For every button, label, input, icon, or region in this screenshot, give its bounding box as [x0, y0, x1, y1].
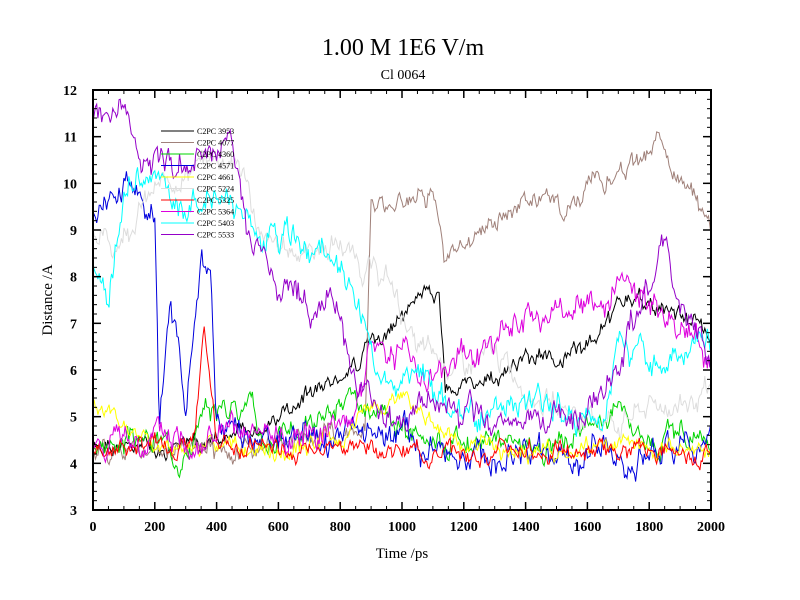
series-line [92, 98, 712, 436]
x-tick-label: 600 [268, 520, 289, 535]
series-line [92, 386, 712, 479]
x-tick-label: 1800 [635, 520, 663, 535]
legend: C2PC 3953 C2PC 4077 C2PC 4360 C2PC 4571 C2PC… [161, 127, 234, 240]
x-axis-label: Time /ps [376, 546, 429, 562]
series-line [92, 149, 711, 439]
y-tick-label: 7 [70, 317, 77, 332]
y-tick-label: 9 [70, 224, 77, 239]
y-tick-label: 10 [63, 177, 77, 192]
x-tick-label: 1600 [573, 520, 601, 535]
y-tick-label: 6 [70, 364, 77, 379]
y-axis-label: Distance /A [40, 264, 56, 335]
x-tick-label: 200 [144, 520, 165, 535]
x-tick-label: 800 [330, 520, 351, 535]
x-tick-label: 2000 [697, 520, 725, 535]
chart-subtitle: Cl 0064 [381, 68, 426, 83]
series-line [92, 326, 712, 471]
legend-label: C2PC 5403 [197, 219, 234, 228]
y-tick-label: 3 [70, 504, 77, 519]
chart-title: 1.00 M 1E6 V/m [322, 35, 485, 61]
x-tick-label: 0 [90, 520, 97, 535]
legend-label: C2PC 5325 [197, 196, 234, 205]
series-line [92, 131, 712, 466]
axes: 0 200 400 600 800 1000 1200 1400 1600 1800 2000 3 4 5… [63, 84, 725, 535]
legend-label: C2PC 4077 [197, 139, 234, 148]
legend-label: C2PC 3953 [197, 127, 234, 136]
x-tick-label: 1000 [388, 520, 416, 535]
y-tick-label: 8 [70, 271, 77, 286]
legend-label: C2PC 5364 [197, 208, 234, 217]
legend-label: C2PC 4571 [197, 162, 234, 171]
y-tick-label: 11 [64, 131, 77, 146]
legend-label: C2PC 5224 [197, 185, 234, 194]
y-tick-label: 12 [63, 84, 77, 99]
x-tick-label: 400 [206, 520, 227, 535]
legend-label: C2PC 4360 [197, 150, 234, 159]
series-line [92, 167, 712, 437]
y-tick-label: 4 [70, 457, 77, 472]
legend-label: C2PC 4661 [197, 173, 234, 182]
y-tick-label: 5 [70, 411, 77, 426]
series-line [92, 271, 712, 464]
x-tick-label: 1400 [512, 520, 540, 535]
x-tick-label: 1200 [450, 520, 478, 535]
series-layer [92, 98, 712, 482]
legend-label: C2PC 5533 [197, 231, 234, 240]
